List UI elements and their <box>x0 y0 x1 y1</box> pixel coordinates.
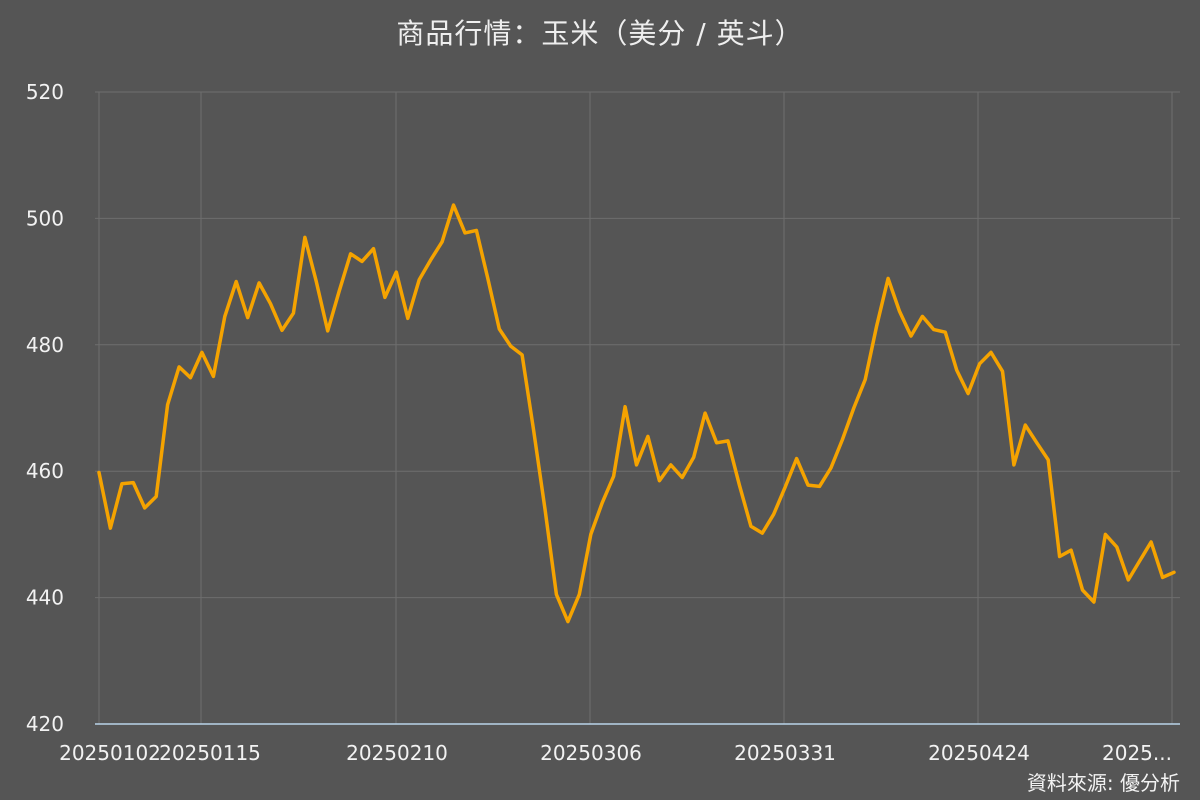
chart-title: 商品行情：玉米（美分 / 英斗） <box>396 17 804 50</box>
y-tick-label: 420 <box>26 712 64 736</box>
grid-layer <box>95 91 1180 724</box>
x-tick-label: 20250210 <box>346 741 448 765</box>
series-layer <box>97 203 1176 624</box>
x-tick-label: 20250424 <box>928 741 1030 765</box>
x-tick-label: 20250331 <box>734 741 836 765</box>
y-tick-label: 520 <box>26 80 64 104</box>
y-tick-label: 480 <box>26 333 64 357</box>
x-tick-label: 20250115 <box>159 741 261 765</box>
y-tick-labels: 520 500 480 460 440 420 <box>26 80 64 736</box>
y-tick-label: 440 <box>26 586 64 610</box>
y-tick-label: 500 <box>26 206 64 230</box>
x-tick-label: 2025... <box>1102 741 1172 765</box>
x-tick-label: 20250306 <box>540 741 642 765</box>
y-tick-label: 460 <box>26 459 64 483</box>
x-tick-label: 20250102 <box>59 741 161 765</box>
series-line <box>97 203 1176 624</box>
source-note: 資料來源: 優分析 <box>1026 771 1180 795</box>
